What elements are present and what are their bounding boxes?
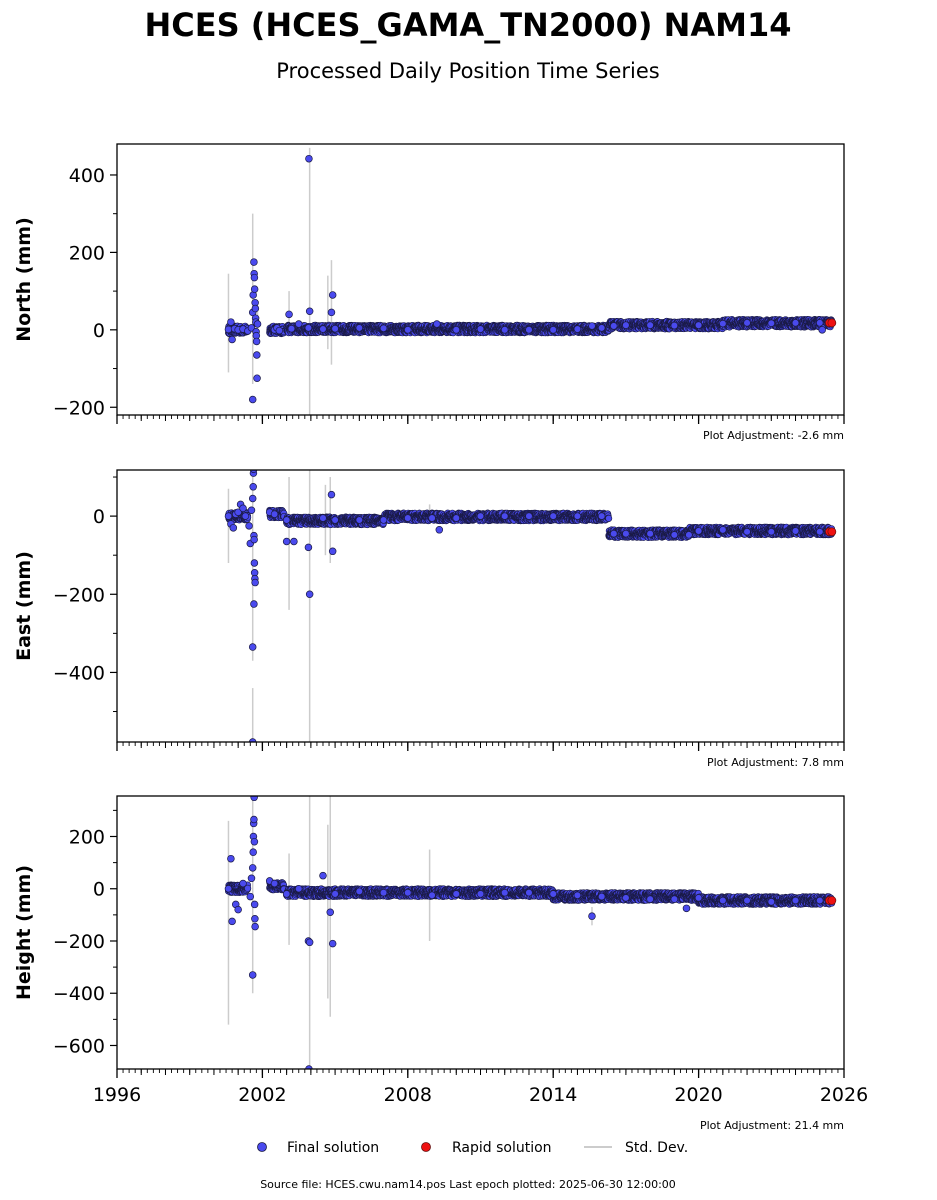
data-point-final [476, 325, 485, 333]
data-point-final [719, 319, 727, 328]
data-point-final [253, 320, 262, 328]
data-point-final [253, 351, 261, 359]
panels-group: −200 0 200 400 North (mm) Plot Adjustment: -2… [13, 143, 868, 1132]
data-point-final [525, 326, 533, 334]
data-point-final [588, 322, 596, 330]
y-axis-label: North (mm) [13, 217, 35, 342]
data-point-final [791, 319, 800, 327]
data-point-final [224, 325, 233, 334]
data-point-final [573, 325, 582, 333]
data-point-final [248, 395, 257, 404]
y-tick-label: 0 [93, 320, 105, 342]
data-point-final [295, 320, 303, 328]
data-point-final [622, 321, 630, 329]
y-tick-label: −200 [53, 397, 105, 419]
data-point-final [818, 326, 826, 334]
data-point-final [605, 514, 613, 522]
data-point-final [228, 335, 236, 344]
data-point-final [646, 321, 654, 329]
data-point-final [305, 154, 313, 163]
panel-frame [116, 143, 845, 416]
data-point-final [275, 326, 284, 335]
data-point-final [404, 326, 412, 334]
data-point-final [253, 374, 261, 382]
data-point-final [285, 310, 293, 319]
panel-1: −200 0 200 400 North (mm) Plot Adjustment: -2… [13, 143, 845, 442]
data-point-final [597, 324, 606, 332]
data-point-final [251, 304, 260, 313]
data-point-final [500, 326, 509, 334]
chart-title: HCES (HCES_GAMA_TN2000) NAM14 [144, 6, 791, 44]
plot-area [224, 470, 837, 742]
data-point-final [250, 285, 259, 293]
data-point-final [610, 322, 618, 330]
data-point-final [227, 318, 235, 326]
data-point-final [816, 319, 824, 327]
data-point-final [252, 337, 261, 346]
plot-area [224, 147, 837, 415]
data-point-final [331, 324, 339, 333]
plot-adjustment-note: Plot Adjustment: -2.6 mm [703, 429, 844, 442]
data-point-final [694, 321, 703, 329]
data-point-final [304, 324, 313, 332]
data-point-final [305, 307, 314, 315]
data-point-final [319, 325, 327, 333]
chart-subtitle: Processed Daily Position Time Series [276, 59, 660, 83]
data-point-final [327, 308, 336, 317]
data-point-final [379, 324, 388, 333]
data-point-final [433, 320, 441, 328]
data-point-final [328, 291, 337, 299]
data-point-final [452, 326, 461, 334]
data-point-final [670, 321, 679, 330]
data-point-final [250, 273, 259, 282]
y-tick-label: 200 [69, 242, 105, 264]
data-point-final [743, 319, 751, 327]
data-point-final [355, 324, 364, 332]
data-point-final [767, 319, 776, 327]
data-point-final [250, 258, 258, 266]
data-point-final [287, 324, 296, 333]
data-point-rapid [827, 318, 837, 328]
y-tick-label: 400 [69, 165, 105, 187]
data-point-final [549, 326, 557, 334]
